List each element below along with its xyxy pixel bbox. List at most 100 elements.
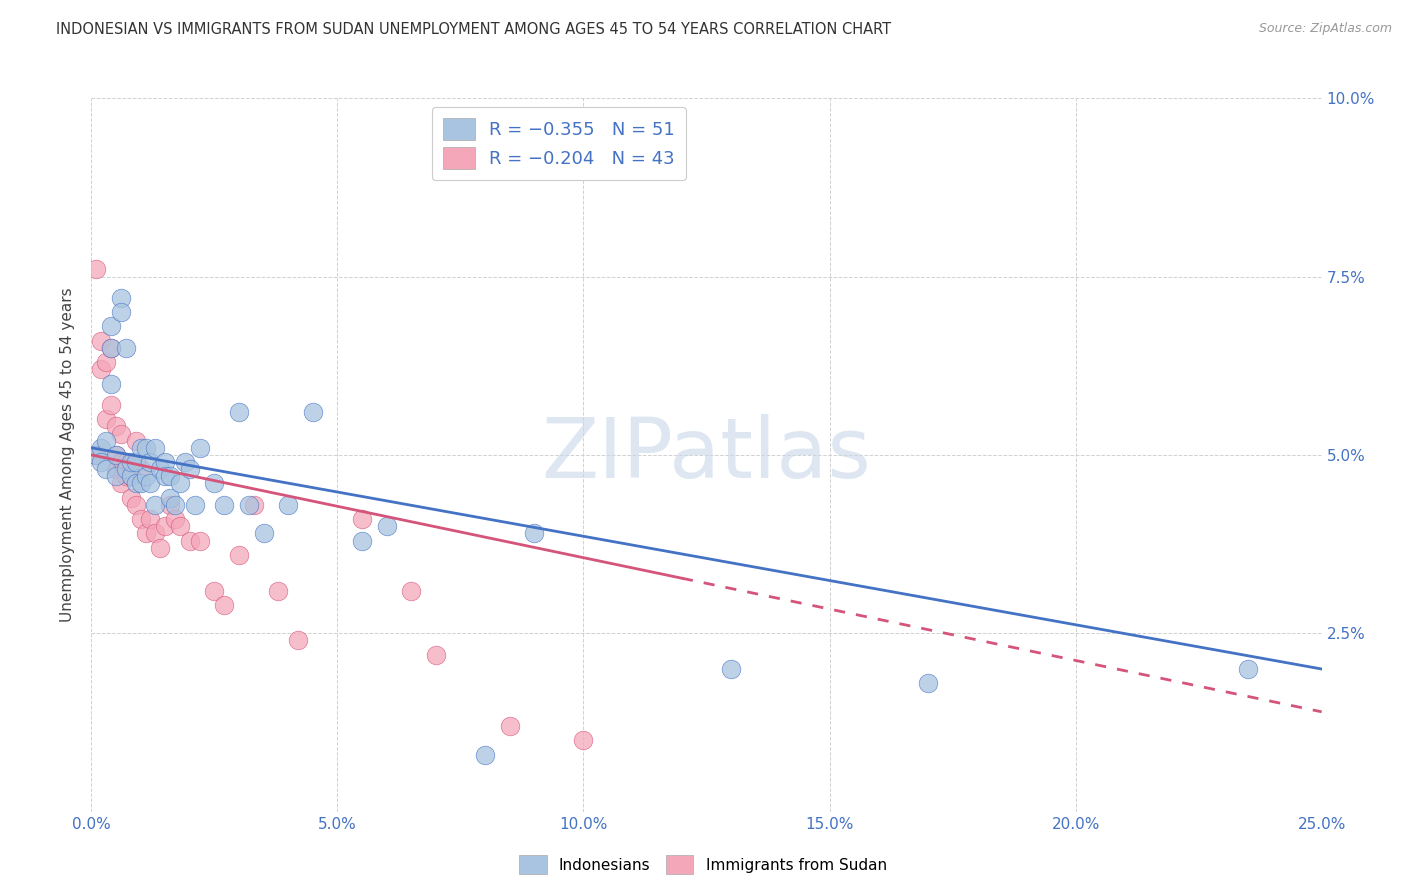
Point <box>105 448 127 462</box>
Point <box>425 648 447 662</box>
Point <box>110 305 132 319</box>
Point <box>129 512 152 526</box>
Point <box>228 405 250 419</box>
Point <box>153 469 177 483</box>
Point <box>129 441 152 455</box>
Point <box>277 498 299 512</box>
Point <box>139 476 162 491</box>
Point <box>179 462 201 476</box>
Point <box>105 419 127 434</box>
Point <box>105 448 127 462</box>
Point <box>135 441 156 455</box>
Point <box>96 434 117 448</box>
Legend: Indonesians, Immigrants from Sudan: Indonesians, Immigrants from Sudan <box>513 849 893 880</box>
Point <box>129 462 152 476</box>
Text: INDONESIAN VS IMMIGRANTS FROM SUDAN UNEMPLOYMENT AMONG AGES 45 TO 54 YEARS CORRE: INDONESIAN VS IMMIGRANTS FROM SUDAN UNEM… <box>56 22 891 37</box>
Point <box>202 583 225 598</box>
Point <box>474 747 496 762</box>
Point <box>120 469 142 483</box>
Point <box>120 491 142 505</box>
Point <box>498 719 520 733</box>
Point <box>105 462 127 476</box>
Point <box>114 462 138 476</box>
Point <box>100 341 122 355</box>
Point <box>120 455 142 469</box>
Point <box>145 498 166 512</box>
Point <box>301 405 323 419</box>
Point <box>90 362 112 376</box>
Point <box>96 412 117 426</box>
Point <box>105 469 127 483</box>
Point <box>114 341 138 355</box>
Point <box>90 441 112 455</box>
Text: ZIPatlas: ZIPatlas <box>541 415 872 495</box>
Point <box>110 291 132 305</box>
Legend: R = −0.355   N = 51, R = −0.204   N = 43: R = −0.355 N = 51, R = −0.204 N = 43 <box>432 107 686 180</box>
Point <box>135 526 156 541</box>
Text: Source: ZipAtlas.com: Source: ZipAtlas.com <box>1258 22 1392 36</box>
Point <box>145 526 166 541</box>
Point <box>212 498 235 512</box>
Point <box>110 426 132 441</box>
Point <box>100 398 122 412</box>
Point <box>163 512 186 526</box>
Point <box>153 519 177 533</box>
Point <box>188 533 211 548</box>
Point <box>153 455 177 469</box>
Point <box>114 455 138 469</box>
Point <box>124 434 146 448</box>
Point <box>129 476 152 491</box>
Point <box>90 455 112 469</box>
Point <box>149 462 172 476</box>
Point <box>86 448 108 462</box>
Point <box>86 448 108 462</box>
Point <box>375 519 398 533</box>
Point <box>188 441 211 455</box>
Point <box>242 498 264 512</box>
Point <box>159 469 181 483</box>
Point <box>90 334 112 348</box>
Point <box>572 733 595 747</box>
Point <box>145 441 166 455</box>
Point <box>267 583 290 598</box>
Point <box>124 498 146 512</box>
Point <box>169 519 191 533</box>
Point <box>352 512 374 526</box>
Point <box>174 455 197 469</box>
Point <box>287 633 309 648</box>
Point <box>96 355 117 369</box>
Point <box>212 598 235 612</box>
Point <box>352 533 374 548</box>
Point <box>100 341 122 355</box>
Point <box>110 476 132 491</box>
Point <box>100 319 122 334</box>
Point <box>179 533 201 548</box>
Point <box>114 469 138 483</box>
Point <box>238 498 260 512</box>
Point <box>523 526 546 541</box>
Point <box>139 512 162 526</box>
Point <box>399 583 422 598</box>
Point <box>100 376 122 391</box>
Point <box>149 541 172 555</box>
Point <box>110 455 132 469</box>
Point <box>253 526 276 541</box>
Point <box>96 462 117 476</box>
Point <box>1237 662 1260 676</box>
Point <box>163 498 186 512</box>
Y-axis label: Unemployment Among Ages 45 to 54 years: Unemployment Among Ages 45 to 54 years <box>60 287 76 623</box>
Point <box>124 476 146 491</box>
Point <box>124 455 146 469</box>
Point <box>159 491 181 505</box>
Point <box>917 676 939 690</box>
Point <box>169 476 191 491</box>
Point <box>720 662 742 676</box>
Point <box>139 455 162 469</box>
Point <box>159 498 181 512</box>
Point <box>183 498 207 512</box>
Point <box>228 548 250 562</box>
Point <box>202 476 225 491</box>
Point <box>120 469 142 483</box>
Point <box>86 262 108 277</box>
Point <box>135 469 156 483</box>
